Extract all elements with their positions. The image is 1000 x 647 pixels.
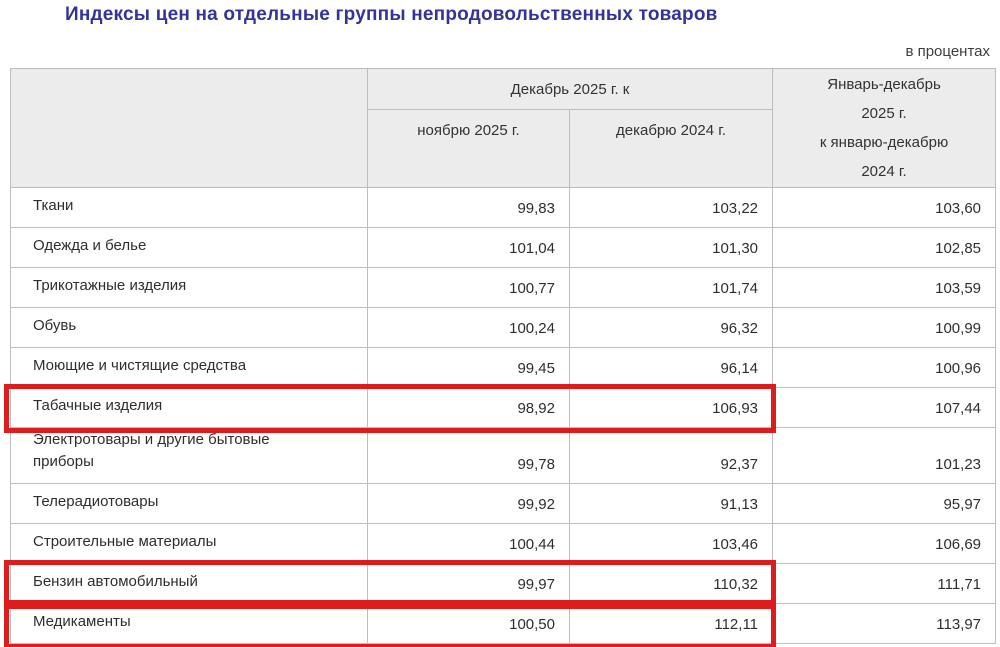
row-value: 111,71: [772, 563, 997, 604]
row-label: Бензин автомобильный: [10, 563, 368, 604]
row-label: Строительные материалы: [10, 523, 368, 564]
row-value: 101,23: [772, 427, 997, 484]
row-value: 100,77: [367, 267, 570, 308]
row-value: 95,97: [772, 483, 997, 524]
row-value: 99,97: [367, 563, 570, 604]
row-value: 99,45: [367, 347, 570, 388]
row-value: 106,69: [772, 523, 997, 564]
column-header-jan-dec: Январь-декабрь 2025 г. к январю-декабрю …: [772, 68, 997, 188]
row-value: 101,74: [568, 267, 774, 308]
table-row: Бензин автомобильный 99,97 110,32 111,71: [10, 563, 997, 604]
row-value: 98,92: [367, 387, 570, 428]
row-label: Медикаменты: [10, 603, 368, 644]
row-label: Обувь: [10, 307, 368, 348]
row-value: 96,14: [568, 347, 774, 388]
row-value: 100,24: [367, 307, 570, 348]
row-value: 99,78: [367, 427, 570, 484]
row-label: Телерадиотовары: [10, 483, 368, 524]
page-title: Индексы цен на отдельные группы непродов…: [65, 4, 718, 25]
row-value: 92,37: [568, 427, 774, 484]
row-label: Моющие и чистящие средства: [10, 347, 368, 388]
row-value: 110,32: [568, 563, 774, 604]
table-row: Моющие и чистящие средства 99,45 96,14 100,…: [10, 347, 997, 388]
table-row: Электротовары и другие бытовые приборы 99…: [10, 427, 997, 484]
row-value: 113,97: [772, 603, 997, 644]
row-value: 101,04: [367, 227, 570, 268]
row-value: 103,22: [568, 187, 774, 228]
column-header-to-november-2025: ноябрю 2025 г.: [367, 109, 570, 188]
table-row: Строительные материалы 100,44 103,46 106,69: [10, 523, 997, 564]
table-row: Ткани 99,83 103,22 103,60: [10, 187, 997, 228]
row-value: 103,46: [568, 523, 774, 564]
units-label: в процентах: [905, 43, 990, 60]
row-label: Табачные изделия: [10, 387, 368, 428]
price-table: Декабрь 2025 г. к Январь-декабрь 2025 г.…: [10, 67, 997, 644]
table-row: Табачные изделия 98,92 106,93 107,44: [10, 387, 997, 428]
row-label: Трикотажные изделия: [10, 267, 368, 308]
column-header-to-december-2024: декабрю 2024 г.: [568, 109, 774, 188]
row-value: 103,59: [772, 267, 997, 308]
row-label: Электротовары и другие бытовые приборы: [10, 427, 368, 484]
table-row: Обувь 100,24 96,32 100,99: [10, 307, 997, 348]
row-label: Ткани: [10, 187, 368, 228]
row-value: 100,96: [772, 347, 997, 388]
row-value: 102,85: [772, 227, 997, 268]
row-value: 106,93: [568, 387, 774, 428]
row-value: 99,83: [367, 187, 570, 228]
column-group-header: Декабрь 2025 г. к: [366, 67, 774, 111]
row-value: 103,60: [772, 187, 997, 228]
row-value: 112,11: [568, 603, 774, 644]
corner-cell: [10, 68, 368, 188]
table-row: Трикотажные изделия 100,77 101,74 103,59: [10, 267, 997, 308]
row-value: 100,50: [367, 603, 570, 644]
row-value: 100,44: [367, 523, 570, 564]
row-value: 96,32: [568, 307, 774, 348]
table-row: Медикаменты 100,50 112,11 113,97: [10, 603, 997, 644]
row-value: 91,13: [568, 483, 774, 524]
table-row: Телерадиотовары 99,92 91,13 95,97: [10, 483, 997, 524]
table-header: Декабрь 2025 г. к Январь-декабрь 2025 г.…: [10, 67, 997, 188]
row-value: 100,99: [772, 307, 997, 348]
row-value: 107,44: [772, 387, 997, 428]
row-label: Одежда и белье: [10, 227, 368, 268]
row-value: 101,30: [568, 227, 774, 268]
row-value: 99,92: [367, 483, 570, 524]
table-body: Ткани 99,83 103,22 103,60 Одежда и белье 101,…: [10, 187, 997, 644]
table-row: Одежда и белье 101,04 101,30 102,85: [10, 227, 997, 268]
